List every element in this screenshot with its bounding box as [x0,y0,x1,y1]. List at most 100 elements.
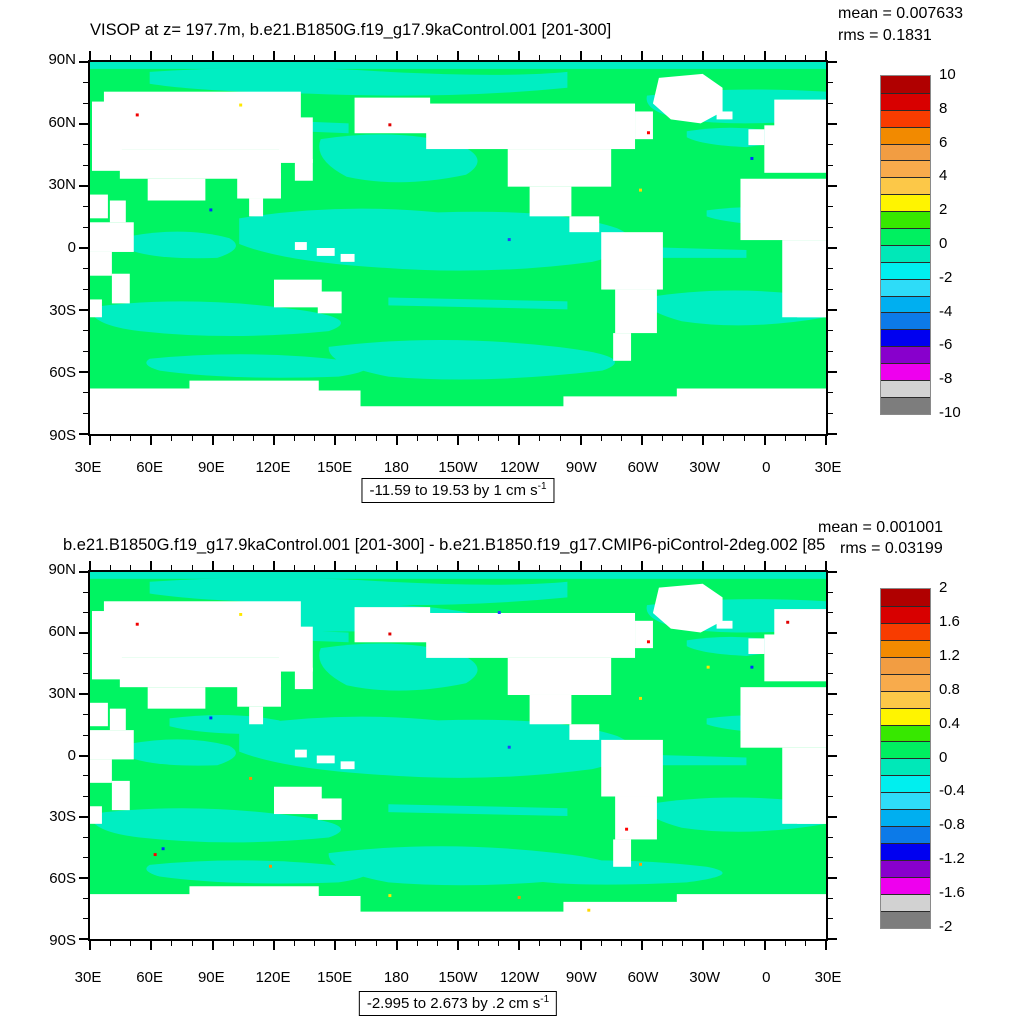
y-tick [83,268,88,270]
x-tick [477,436,479,441]
colorbar-tick-label: 2 [939,201,948,219]
x-tick [825,941,827,950]
y-tick [79,571,88,573]
x-tick [661,436,663,441]
x-tick-label: 90W [565,459,597,476]
x-tick [273,941,275,950]
y-tick [83,714,88,716]
x-tick [723,565,725,570]
x-tick [457,561,459,570]
plot1-colorbar [880,75,931,415]
y-tick [828,815,837,818]
colorbar-box [881,211,930,229]
x-tick [579,436,582,445]
x-tick [805,565,807,570]
colorbar-box [881,396,930,414]
x-tick [600,941,602,946]
plot1-map-frame [79,51,837,445]
x-tick [763,51,766,60]
x-tick [273,51,275,60]
colorbar-tick-label: 1.6 [939,612,960,630]
y-tick [828,612,833,614]
y-tick [79,371,88,373]
colorbar-box [881,380,930,397]
x-tick [559,565,561,570]
x-tick [273,561,275,570]
y-tick [83,734,88,736]
x-tick [191,55,193,60]
y-tick-label: 90S [49,427,76,444]
colorbar-box [881,244,930,262]
y-tick [828,897,833,899]
y-tick [83,392,88,394]
x-tick-label: 120W [500,459,540,476]
y-tick [828,714,833,716]
x-tick-label: 150W [438,459,478,476]
y-tick [828,247,837,249]
x-tick [763,561,766,570]
x-tick [314,55,316,60]
plot1-rms-label: rms = 0.1831 [838,27,932,44]
x-tick [559,55,561,60]
colorbar-box [881,589,930,606]
plot2-colorbar [880,588,931,929]
plot2-world-map [90,572,826,939]
y-tick [83,350,88,352]
y-tick [828,164,833,166]
x-tick [825,436,827,445]
x-tick [334,436,337,445]
x-tick [375,55,377,60]
y-tick-label: 30N [48,176,76,194]
colorbar-box [881,92,930,110]
x-tick [130,55,132,60]
x-tick [109,436,111,441]
y-tick-label: 60S [49,364,76,382]
y-tick [83,102,88,104]
y-tick-label: 30S [49,808,76,826]
x-tick [395,51,398,60]
x-tick [395,941,398,950]
x-tick [232,565,234,570]
colorbar-box [881,876,930,894]
y-tick [83,856,88,858]
y-tick [828,938,837,940]
plot1-stats: mean = 0.007633 rms = 0.1831 [838,3,963,47]
x-tick [641,561,643,570]
colorbar-box [881,177,930,195]
y-tick [828,206,833,208]
x-tick-label: 60W [627,969,659,986]
x-tick-label: 150W [438,969,478,986]
x-tick [539,941,541,946]
y-tick [79,309,88,311]
y-tick [83,775,88,777]
x-tick [743,565,745,570]
y-tick [828,591,833,593]
y-tick [828,185,837,187]
x-tick-label: 30W [689,459,721,476]
x-tick [416,565,418,570]
x-tick [518,941,521,950]
x-tick [211,51,214,60]
y-tick [828,102,833,104]
x-tick-label: 180 [383,459,409,476]
x-tick [395,436,398,445]
x-tick [477,565,479,570]
colorbar-box [881,76,930,93]
x-tick [232,436,234,441]
plot1-range-label-box: -11.59 to 19.53 by 1 cm s-1 [361,478,555,503]
x-tick [641,51,643,60]
colorbar-tick-label: 10 [939,66,956,83]
y-tick [828,693,837,696]
colorbar-box [881,690,930,708]
x-tick [457,51,459,60]
colorbar-box [881,673,930,691]
x-tick [518,436,521,445]
x-tick [621,55,623,60]
x-tick [498,565,500,570]
x-tick [191,941,193,946]
colorbar-box [881,826,930,844]
y-tick [828,371,837,373]
y-tick [828,309,837,311]
x-tick [191,436,193,441]
x-tick [253,565,255,570]
